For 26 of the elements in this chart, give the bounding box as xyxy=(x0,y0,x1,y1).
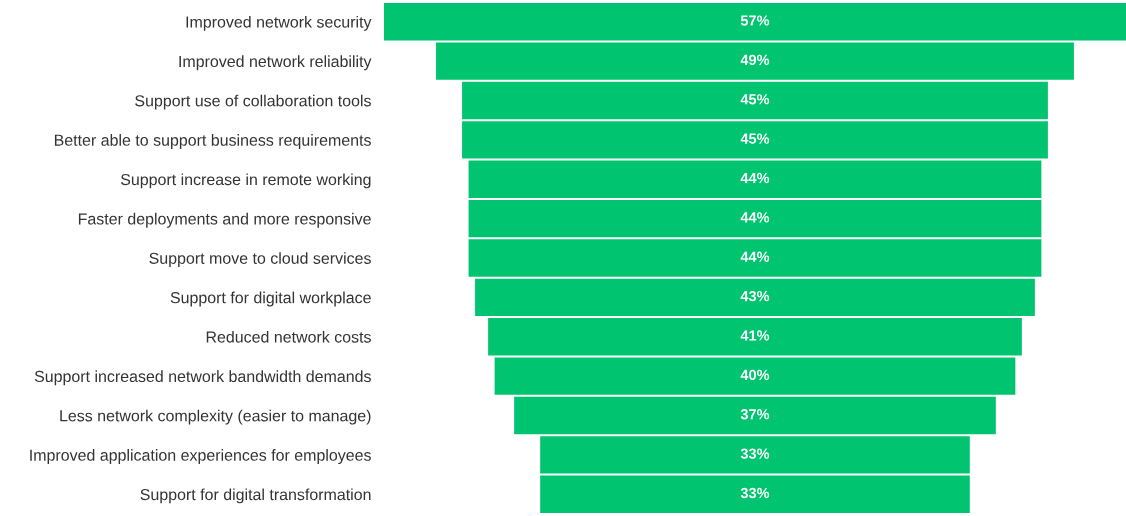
data-label: 40% xyxy=(740,369,770,381)
category-label: Support increased network bandwidth demands xyxy=(34,370,371,386)
category-label: Support move to cloud services xyxy=(149,252,371,268)
category-label: Support for digital transformation xyxy=(140,488,371,504)
data-label: 44% xyxy=(740,251,770,262)
category-label: Support use of collaboration tools xyxy=(135,94,371,110)
data-label: 44% xyxy=(740,172,770,184)
category-label: Improved network security xyxy=(186,15,372,31)
category-label: Improved network reliability xyxy=(179,55,372,71)
data-label: 45% xyxy=(740,133,770,144)
data-label: 37% xyxy=(740,409,770,420)
data-label: 44% xyxy=(740,212,770,223)
category-label: Better able to support business requirements xyxy=(54,134,371,149)
category-label: Reduced network costs xyxy=(206,330,371,343)
category-label: Support for digital workplace xyxy=(170,291,371,307)
category-label: Support increase in remote working xyxy=(120,173,371,189)
data-label: 33% xyxy=(740,448,770,459)
data-label: 57% xyxy=(740,15,770,26)
data-label: 41% xyxy=(740,330,770,341)
category-label: Less network complexity (easier to manage) xyxy=(60,409,371,425)
data-label: 43% xyxy=(740,290,770,302)
category-label: Faster deployments and more responsive xyxy=(78,212,371,228)
data-label: 49% xyxy=(740,54,770,66)
data-label: 45% xyxy=(740,94,770,105)
data-label: 33% xyxy=(740,487,770,499)
category-label: Improved application experiences for employees xyxy=(30,449,371,464)
